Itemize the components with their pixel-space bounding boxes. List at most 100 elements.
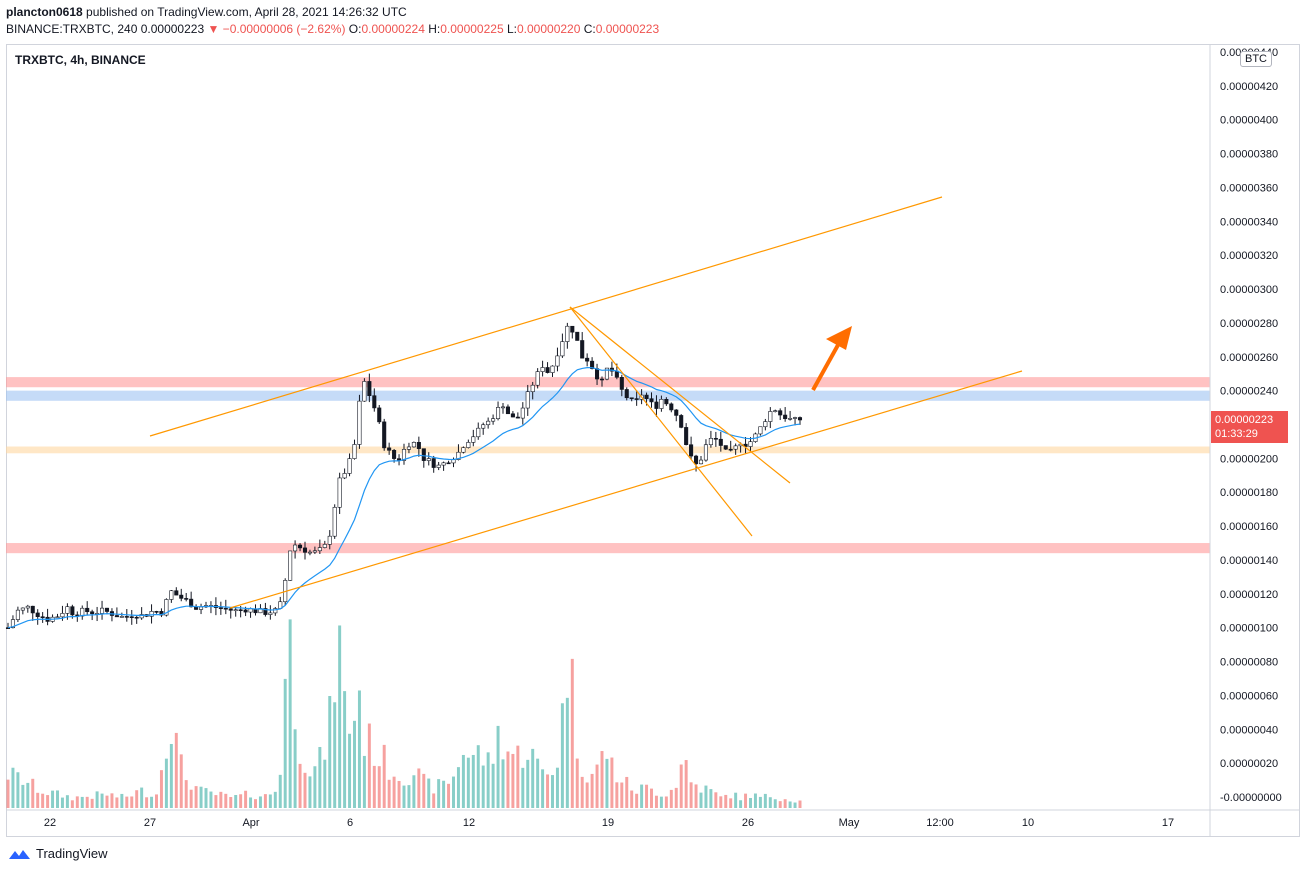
candle-body [15, 609, 20, 620]
publish-text: published on TradingView.com, April 28, … [86, 5, 407, 19]
y-tick-label: 0.00000140 [1220, 555, 1278, 567]
volume-bar [65, 795, 69, 808]
volume-bar [90, 798, 94, 808]
volume-bar [397, 780, 401, 808]
currency-badge[interactable]: BTC [1240, 51, 1272, 67]
volume-bar [313, 766, 317, 808]
volume-bar [694, 784, 698, 808]
y-tick-label: 0.00000300 [1220, 284, 1278, 296]
zone-band [6, 543, 1210, 554]
volume-bar [308, 776, 312, 808]
candle-body [392, 450, 397, 459]
candle-body [312, 550, 317, 553]
x-tick-label: 10 [1022, 817, 1034, 829]
y-tick-label: 0.00000360 [1220, 182, 1278, 194]
candle-body [520, 407, 525, 419]
volume-bar [729, 798, 733, 808]
volume-bar [635, 793, 639, 808]
volume-bar [432, 793, 436, 808]
candle-body [85, 607, 90, 613]
candle-body [124, 616, 129, 618]
moving-average-line [7, 366, 801, 629]
candle-body [179, 594, 184, 599]
candle-body [114, 615, 119, 618]
candle-body [169, 590, 174, 600]
volume-bar [333, 702, 337, 808]
volume-bar [199, 786, 203, 808]
candle-body [451, 459, 456, 464]
candle-body [233, 609, 238, 612]
y-tick-label: 0.00000180 [1220, 487, 1278, 499]
volume-bar [590, 773, 594, 808]
last-price: 0.00000223 [140, 22, 205, 36]
volume-bar [555, 767, 559, 808]
symbol-label: BINANCE:TRXBTC, 240 [6, 22, 138, 36]
candle-body [555, 355, 560, 367]
volume-bar [456, 767, 460, 808]
volume-bar [417, 768, 421, 808]
y-tick-label: -0.00000000 [1220, 792, 1282, 804]
trend-line [569, 306, 791, 484]
candle-body [377, 407, 382, 423]
volume-bar [224, 793, 228, 808]
volume-bar [575, 758, 579, 808]
candle-body [500, 406, 506, 409]
volume-bar [664, 796, 668, 808]
volume-bar [620, 782, 624, 808]
footer-brand[interactable]: TradingView [8, 846, 108, 861]
candle-body [461, 447, 466, 453]
candle-body [590, 360, 595, 369]
volume-bar [412, 775, 416, 808]
candle-body [164, 599, 169, 616]
volume-bar [105, 795, 109, 808]
candle-body [218, 607, 223, 609]
volume-bar [481, 765, 485, 808]
volume-bar [343, 691, 347, 808]
candle-body [476, 427, 481, 438]
trend-line [149, 196, 943, 437]
candle-body [723, 445, 728, 450]
volume-bar [452, 776, 455, 808]
x-tick-label: 6 [347, 817, 353, 829]
volume-bar [60, 797, 64, 808]
volume-bar [150, 796, 154, 808]
candle-body [421, 448, 426, 461]
candle-body [149, 611, 154, 617]
publish-info: plancton0618 published on TradingView.co… [6, 5, 407, 19]
x-tick-label: 26 [742, 817, 754, 829]
y-tick-label: 0.00000340 [1220, 216, 1278, 228]
candle-body [40, 616, 45, 619]
candle-body [154, 611, 159, 613]
candle-body [273, 608, 278, 614]
volume-bar [16, 772, 20, 808]
volume-bar [645, 784, 649, 808]
volume-bar [135, 790, 139, 808]
volume-bar [100, 793, 104, 808]
candle-body [70, 606, 75, 616]
candle-body [20, 607, 25, 611]
author-name[interactable]: plancton0618 [6, 5, 83, 19]
volume-bar [783, 799, 787, 808]
volume-bar [80, 796, 84, 808]
volume-bar [115, 797, 119, 808]
candle-body [416, 442, 421, 449]
volume-bar [95, 791, 99, 808]
x-tick-label: 27 [144, 817, 156, 829]
candle-body [540, 367, 545, 372]
y-tick-label: 0.00000380 [1220, 149, 1278, 161]
arrow-head [826, 326, 852, 350]
chart-legend: TRXBTC, 4h, BINANCE [15, 53, 146, 67]
open-value: 0.00000224 [361, 22, 425, 36]
volume-bar [254, 799, 257, 808]
y-tick-label: 0.00000120 [1220, 589, 1278, 601]
chart-frame[interactable] [6, 44, 1300, 837]
zone-band [6, 377, 1210, 388]
volume-bar [155, 794, 158, 808]
volume-bar [511, 753, 515, 808]
y-tick-label: 0.00000100 [1220, 623, 1278, 635]
volume-bar [427, 778, 431, 808]
volume-bar [630, 790, 634, 808]
y-tick-label: 0.00000400 [1220, 115, 1278, 127]
candle-body [129, 616, 134, 618]
